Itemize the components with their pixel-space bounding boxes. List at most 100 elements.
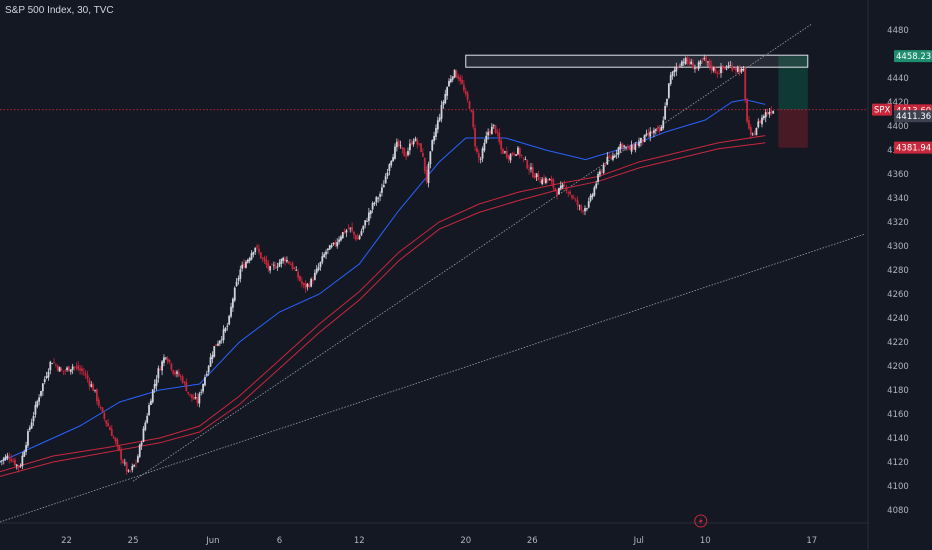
candle-body <box>64 370 67 372</box>
candle-body <box>464 91 467 94</box>
candle-body <box>362 225 365 230</box>
price-tag-stop: 4381.94 <box>896 144 931 154</box>
position-target-zone <box>778 56 808 110</box>
symbol-tag: SPX <box>874 106 891 116</box>
candle-body <box>313 272 316 280</box>
candle-body <box>492 124 495 126</box>
candle-body <box>384 176 387 184</box>
candle-body <box>358 235 361 240</box>
candle-body <box>338 239 340 242</box>
candle-body <box>248 258 251 262</box>
candle-body <box>707 61 709 63</box>
candle-body <box>185 382 188 392</box>
candle-body <box>647 133 650 136</box>
candle-body <box>723 67 726 69</box>
candle-body <box>94 389 96 391</box>
price-tag-target-bg <box>894 50 932 63</box>
candle-body <box>716 72 719 74</box>
candle-body <box>569 191 572 195</box>
lightning-icon-bolt <box>698 517 703 525</box>
candle-body <box>343 230 346 234</box>
candle-body <box>727 65 730 67</box>
candle-body <box>330 245 333 248</box>
candle-body <box>258 248 260 253</box>
candle-body <box>150 400 152 406</box>
candle-body <box>526 160 529 169</box>
candle-body <box>714 67 717 74</box>
candle-body <box>122 460 124 464</box>
candle-body <box>634 144 637 150</box>
candle-body <box>291 262 294 269</box>
candle-body <box>280 258 283 264</box>
candle-body <box>28 427 31 430</box>
y-tick-label: 4440 <box>887 74 909 84</box>
candle-body <box>446 87 449 96</box>
candle-body <box>327 248 329 251</box>
candle-body <box>578 205 581 207</box>
symbol-tag-bg <box>872 103 892 116</box>
candle-body <box>544 178 547 183</box>
candle-body <box>140 442 143 446</box>
lightning-icon[interactable] <box>694 514 708 528</box>
candle-body <box>364 220 367 226</box>
candle-body <box>375 196 378 203</box>
candle-body <box>166 358 169 362</box>
candle-body <box>423 157 426 171</box>
candle-body <box>51 363 54 365</box>
x-tick-label-10: 10 <box>700 536 711 546</box>
candle-body <box>729 65 732 66</box>
candle-body <box>209 357 212 367</box>
candle-body <box>463 84 465 91</box>
y-tick-label: 4100 <box>887 482 909 492</box>
candle-body <box>539 181 542 183</box>
x-tick-label-jun: Jun <box>205 536 219 546</box>
ema-short-line <box>0 99 766 463</box>
candle-body <box>692 63 694 69</box>
candle-body <box>606 156 609 165</box>
candle-body <box>245 261 247 268</box>
candle-body <box>369 210 372 215</box>
candle-body <box>630 144 633 152</box>
candle-body <box>69 369 72 372</box>
candle-body <box>626 146 629 148</box>
candle-body <box>95 389 98 402</box>
candle-body <box>602 164 605 173</box>
candle-body <box>269 266 272 271</box>
candle-body <box>755 127 758 136</box>
candle-body <box>286 260 288 262</box>
candle-body <box>436 120 439 130</box>
candle-body <box>585 208 588 210</box>
candle-body <box>36 401 39 407</box>
candle-body <box>677 66 680 67</box>
candle-body <box>142 428 145 443</box>
candle-body <box>684 58 687 64</box>
candle-body <box>345 230 348 233</box>
y-tick-label: 4280 <box>887 266 909 276</box>
candle-body <box>14 459 16 466</box>
candle-body <box>366 221 368 222</box>
candle-body <box>97 399 100 406</box>
candle-body <box>705 56 708 62</box>
candle-body <box>481 148 484 159</box>
candle-body <box>595 183 598 188</box>
candle-body <box>138 444 141 457</box>
x-tick-label-20: 20 <box>460 536 471 546</box>
candle-body <box>517 147 519 155</box>
candle-body <box>88 379 91 386</box>
candle-body <box>608 155 611 158</box>
candle-body <box>10 459 13 462</box>
candle-body <box>4 456 7 460</box>
candle-body <box>187 391 190 394</box>
price-tag-prev: 4411.36 <box>896 112 931 122</box>
candle-body <box>243 263 245 268</box>
candle-body <box>379 194 381 197</box>
candle-body <box>418 143 421 145</box>
candle-body <box>189 393 191 395</box>
x-tick-label-22: 22 <box>61 536 72 546</box>
price-tag-prev-bg <box>894 110 932 123</box>
candle-body <box>770 110 773 113</box>
candle-body <box>12 461 14 463</box>
candle-body <box>278 262 281 267</box>
candle-body <box>483 142 486 151</box>
